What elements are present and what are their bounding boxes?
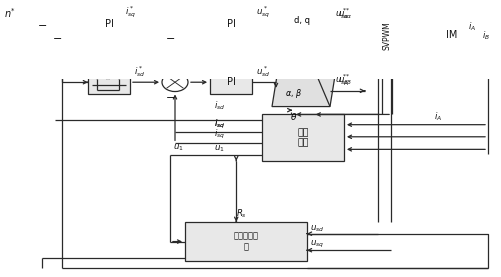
Bar — [210, 12, 252, 35]
Polygon shape — [272, 8, 346, 107]
Text: SVPWM: SVPWM — [382, 21, 391, 50]
Text: $R_s$: $R_s$ — [236, 208, 247, 220]
Text: $u^*_{sq}$: $u^*_{sq}$ — [256, 4, 270, 20]
Text: IM: IM — [446, 30, 458, 40]
Bar — [210, 71, 252, 94]
Bar — [88, 71, 130, 94]
Text: $\alpha$, $\beta$: $\alpha$, $\beta$ — [286, 87, 303, 100]
Text: $i_{sd}$: $i_{sd}$ — [214, 100, 225, 112]
Text: PI: PI — [226, 19, 235, 29]
Text: $i_A$: $i_A$ — [468, 20, 476, 33]
Text: $u_{sd}$: $u_{sd}$ — [310, 223, 325, 234]
Bar — [88, 12, 130, 35]
Circle shape — [49, 14, 75, 32]
Text: 转速
估算: 转速 估算 — [297, 128, 309, 147]
Text: PI: PI — [226, 77, 235, 87]
Text: $n^{*}$: $n^{*}$ — [4, 6, 16, 20]
Circle shape — [423, 14, 481, 56]
Text: $i_B$: $i_B$ — [482, 30, 490, 42]
Circle shape — [162, 73, 188, 91]
Text: −: − — [166, 93, 176, 103]
Text: 定子电阻辨
识: 定子电阻辨 识 — [233, 232, 259, 251]
Text: PI: PI — [105, 19, 113, 29]
Circle shape — [162, 14, 188, 32]
Text: $u^*_{sd}$: $u^*_{sd}$ — [256, 65, 271, 79]
Text: $u_1$: $u_1$ — [173, 143, 184, 153]
Text: $u_{sq}$: $u_{sq}$ — [310, 239, 324, 250]
Text: d, q: d, q — [294, 16, 310, 25]
Text: $u_1$: $u_1$ — [214, 143, 225, 154]
Text: $i_A$: $i_A$ — [434, 111, 442, 123]
Text: $i^*_{sq}$: $i^*_{sq}$ — [125, 4, 136, 20]
Bar — [185, 222, 307, 261]
Bar — [365, 0, 409, 73]
Text: $i_{sq}$: $i_{sq}$ — [214, 128, 225, 141]
Text: $u^*_{s\alpha}$: $u^*_{s\alpha}$ — [335, 6, 350, 20]
Text: −: − — [166, 34, 176, 43]
Text: $u^*_{s\alpha}$: $u^*_{s\alpha}$ — [338, 6, 353, 20]
Text: $i^*_{sd}$: $i^*_{sd}$ — [134, 65, 145, 79]
Text: $u^*_{s\beta}$: $u^*_{s\beta}$ — [338, 73, 352, 88]
Text: $i_{sq}$: $i_{sq}$ — [214, 118, 225, 131]
Bar — [262, 114, 344, 161]
Text: −: − — [53, 34, 63, 43]
Text: $\theta$: $\theta$ — [291, 111, 298, 122]
Text: −: − — [38, 21, 47, 31]
Text: $u^*_{s\beta}$: $u^*_{s\beta}$ — [335, 73, 349, 88]
Text: $i_{sd}$: $i_{sd}$ — [214, 117, 225, 130]
